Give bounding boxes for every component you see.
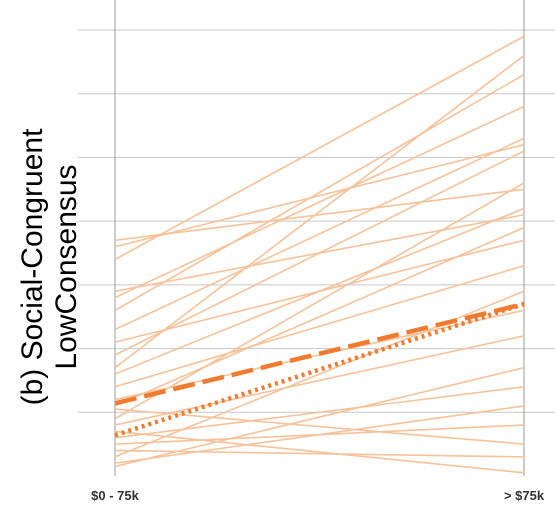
individual-line-13 xyxy=(114,226,525,407)
individual-line-10 xyxy=(114,207,525,375)
individual-line-9 xyxy=(114,54,525,369)
summary-line-dotted xyxy=(114,301,525,438)
individual-line-8 xyxy=(114,150,525,356)
individual-line-14 xyxy=(114,182,525,420)
x-tick-label-high-income: > $75k xyxy=(504,488,545,503)
summary-lines xyxy=(114,301,525,438)
individual-line-3 xyxy=(114,105,525,299)
individual-lines xyxy=(114,35,525,474)
x-tick-label-low-income: $0 - 75k xyxy=(91,488,139,503)
individual-line-4 xyxy=(114,73,525,312)
individual-line-1 xyxy=(114,143,525,248)
individual-line-11 xyxy=(114,264,525,388)
y-axis-label-line-1: (b) Social-Congruent xyxy=(16,128,49,405)
individual-line-20 xyxy=(114,405,525,465)
individual-line-0 xyxy=(114,35,525,261)
summary-line-dashed xyxy=(114,301,525,406)
individual-line-6 xyxy=(114,137,525,331)
individual-line-2 xyxy=(114,188,525,242)
grid-lines xyxy=(78,29,555,413)
individual-line-15 xyxy=(114,335,525,426)
individual-line-18 xyxy=(114,449,525,458)
individual-line-21 xyxy=(114,366,525,468)
x-tick-labels: $0 - 75k > $75k xyxy=(91,488,545,503)
x-axis-lines xyxy=(114,0,525,476)
y-axis-label-line-2: LowConsensus xyxy=(50,164,83,369)
y-axis-label: (b) Social-Congruent LowConsensus xyxy=(16,128,83,405)
individual-line-23 xyxy=(114,430,525,474)
